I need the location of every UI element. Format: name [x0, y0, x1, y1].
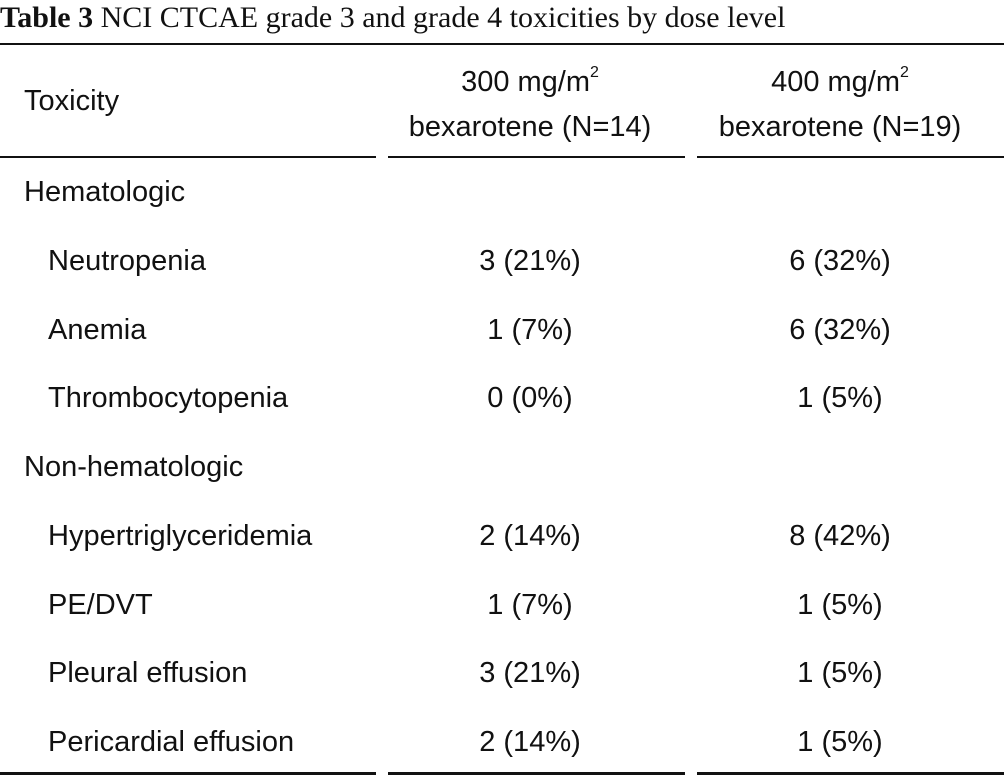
column-header-toxicity: Toxicity — [24, 85, 120, 117]
column-header-dose: 300 mg/m2 — [461, 64, 599, 99]
cell-400mg: 6 (32%) — [789, 245, 891, 277]
cell-400mg: 8 (42%) — [789, 520, 891, 552]
cell-300mg: 0 (0%) — [487, 382, 573, 414]
cell-400mg: 1 (5%) — [797, 589, 883, 621]
row-label: PE/DVT — [48, 589, 153, 621]
top-rule — [0, 43, 1004, 45]
cell-400mg: 1 (5%) — [797, 657, 883, 689]
row-label: Pericardial effusion — [48, 726, 295, 758]
row-label: Neutropenia — [48, 245, 206, 277]
table-number: Table 3 — [0, 1, 94, 34]
header-rule — [0, 156, 1004, 158]
cell-300mg: 1 (7%) — [487, 314, 573, 346]
group-label-hematologic: Hematologic — [24, 176, 186, 208]
row-label: Hypertriglyceridemia — [48, 520, 313, 552]
group-label-non-hematologic: Non-hematologic — [24, 451, 244, 483]
cell-400mg: 1 (5%) — [797, 726, 883, 758]
column-header-400mg: 400 mg/m2 bexarotene (N=19) — [690, 60, 990, 150]
cell-400mg: 6 (32%) — [789, 314, 891, 346]
bottom-rule — [0, 772, 1004, 775]
column-header-drug: bexarotene (N=19) — [718, 111, 962, 143]
rule-gap — [685, 156, 697, 158]
rule-gap — [685, 772, 697, 775]
row-label: Pleural effusion — [48, 657, 248, 689]
cell-400mg: 1 (5%) — [797, 382, 883, 414]
row-label: Thrombocytopenia — [48, 382, 289, 414]
row-label: Anemia — [48, 314, 147, 346]
cell-300mg: 3 (21%) — [479, 657, 581, 689]
cell-300mg: 3 (21%) — [479, 245, 581, 277]
rule-gap — [376, 772, 388, 775]
column-header-drug: bexarotene (N=14) — [408, 111, 652, 143]
cell-300mg: 2 (14%) — [479, 520, 581, 552]
column-header-dose: 400 mg/m2 — [771, 64, 909, 99]
cell-300mg: 1 (7%) — [487, 589, 573, 621]
table-caption: Table 3 NCI CTCAE grade 3 and grade 4 to… — [0, 0, 1004, 42]
column-header-300mg: 300 mg/m2 bexarotene (N=14) — [380, 60, 680, 150]
cell-300mg: 2 (14%) — [479, 726, 581, 758]
table-title: NCI CTCAE grade 3 and grade 4 toxicities… — [100, 1, 786, 34]
rule-gap — [376, 156, 388, 158]
